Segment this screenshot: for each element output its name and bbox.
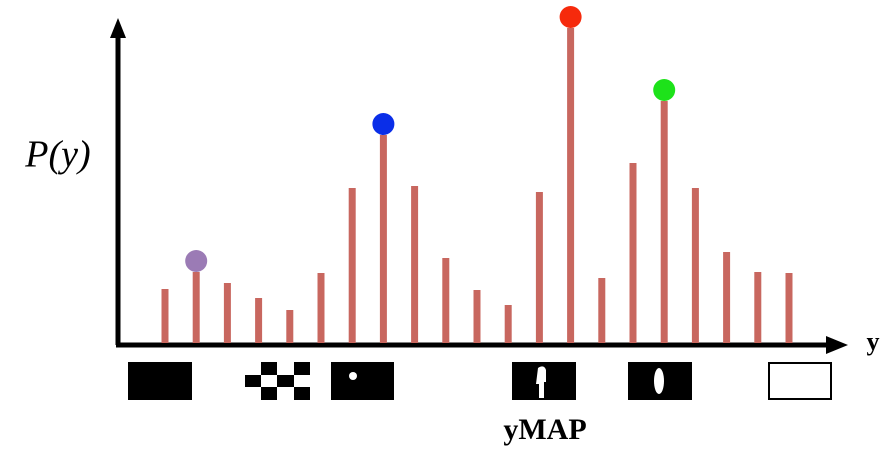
- x-arrow: [826, 336, 848, 354]
- y-arrow: [110, 18, 126, 38]
- x-label: y: [867, 327, 880, 356]
- highlight-dot: [559, 6, 582, 28]
- y-label: P(y): [24, 134, 90, 176]
- highlight-dot: [185, 250, 208, 272]
- highlight-dot: [372, 113, 395, 135]
- annotation: yMAP: [503, 413, 586, 446]
- thumbnails: [128, 362, 832, 400]
- highlight-dot: [653, 79, 676, 101]
